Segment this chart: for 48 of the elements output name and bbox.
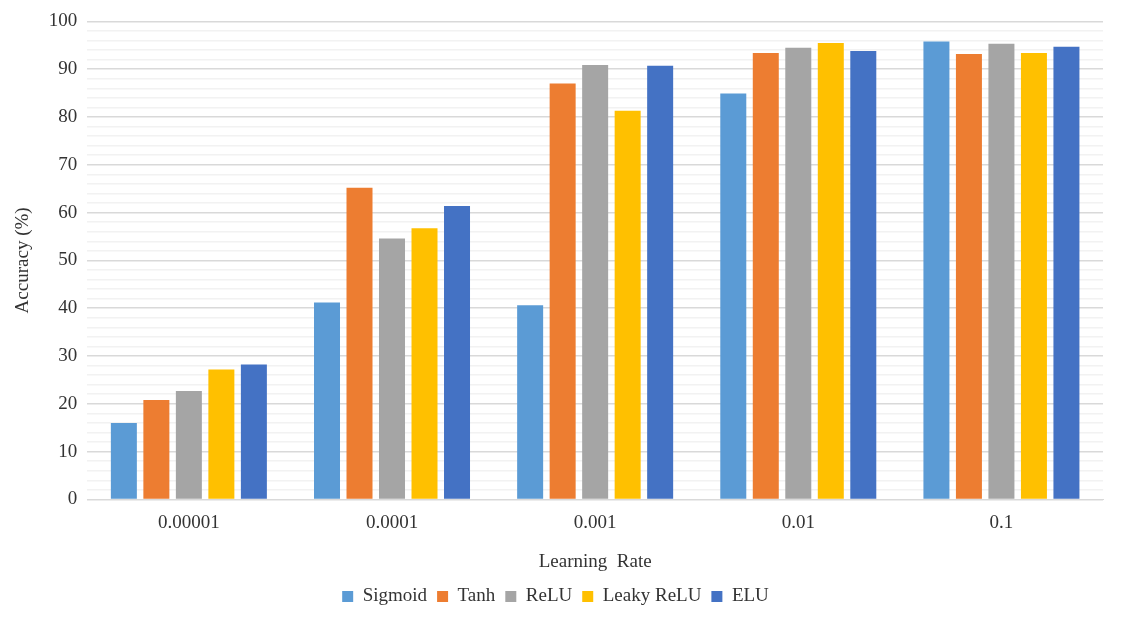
bar [208,369,235,499]
x-tick-label: 0.1 [989,510,1014,532]
bar [549,83,576,499]
bar [379,238,406,499]
x-tick-label: 0.0001 [365,510,419,532]
bar [175,390,202,499]
y-tick-label: 90 [58,57,78,79]
x-tick-label: 0.001 [573,510,617,532]
bar [955,53,982,499]
bar [850,51,877,499]
legend-label: ELU [731,584,770,606]
y-tick-label: 20 [58,391,78,413]
y-tick-label: 60 [58,200,78,222]
x-tick-label: 0.00001 [157,510,220,532]
bar [444,205,471,499]
y-axis-title: Accuracy (%) [11,207,34,314]
y-tick-label: 50 [58,248,78,270]
bar [411,228,438,499]
y-tick-label: 0 [67,487,78,509]
y-tick-label: 40 [58,296,78,318]
bar [785,47,812,499]
bar [346,187,373,499]
legend-label: Leaky ReLU [602,584,702,606]
bar [817,42,844,499]
legend-label: Tanh [457,584,496,606]
y-tick-label: 100 [48,9,78,31]
bar [110,422,137,499]
x-axis-title: Learning Rate [538,549,652,571]
bar [614,110,641,499]
bar [314,302,341,499]
bar [720,93,747,499]
bar [517,305,544,499]
y-tick-label: 10 [58,439,78,461]
y-tick-label: 30 [58,343,78,365]
bar [988,43,1015,499]
bar [923,41,950,499]
y-tick-label: 80 [58,104,78,126]
bar [143,399,170,499]
legend-label: Sigmoid [362,584,428,606]
y-tick-label: 70 [58,152,78,174]
bar [1020,52,1047,499]
bar [240,364,267,499]
bar [1053,46,1080,499]
legend-label: ReLU [525,584,573,606]
x-tick-label: 0.01 [781,510,815,532]
bar [752,52,779,499]
bar [582,64,609,499]
bar [647,65,674,499]
